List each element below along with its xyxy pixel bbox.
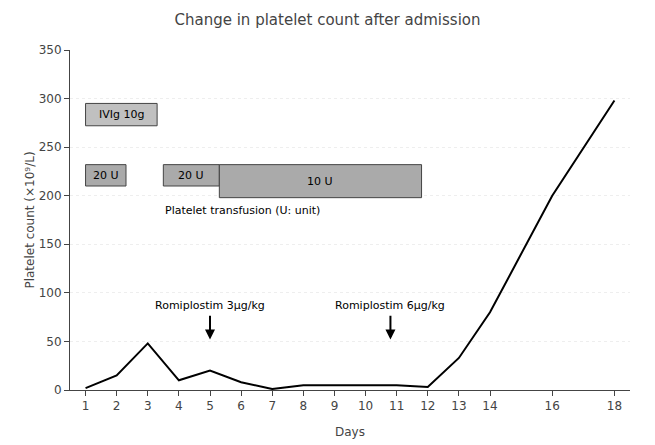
svg-text:11: 11 — [389, 399, 404, 413]
svg-text:13: 13 — [451, 399, 466, 413]
svg-text:IVIg 10g: IVIg 10g — [99, 108, 144, 121]
svg-text:50: 50 — [46, 335, 61, 349]
svg-text:12: 12 — [420, 399, 435, 413]
svg-text:10 U: 10 U — [307, 175, 333, 188]
svg-text:200: 200 — [39, 189, 62, 203]
svg-text:1: 1 — [82, 399, 90, 413]
svg-text:20 U: 20 U — [178, 169, 204, 182]
svg-text:20 U: 20 U — [93, 169, 119, 182]
svg-text:6: 6 — [237, 399, 245, 413]
svg-text:4: 4 — [175, 399, 183, 413]
svg-text:9: 9 — [331, 399, 339, 413]
svg-text:2: 2 — [113, 399, 121, 413]
svg-text:100: 100 — [39, 286, 62, 300]
svg-text:5: 5 — [206, 399, 214, 413]
svg-text:14: 14 — [482, 399, 497, 413]
svg-text:7: 7 — [268, 399, 276, 413]
svg-text:18: 18 — [607, 399, 622, 413]
svg-text:Romiplostim 3μg/kg: Romiplostim 3μg/kg — [155, 299, 265, 312]
svg-text:10: 10 — [358, 399, 373, 413]
svg-text:Romiplostim 6μg/kg: Romiplostim 6μg/kg — [335, 299, 445, 312]
svg-text:Change in platelet count after: Change in platelet count after admission — [175, 11, 481, 29]
svg-text:150: 150 — [39, 237, 62, 251]
svg-text:Platelet transfusion (U: unit): Platelet transfusion (U: unit) — [165, 204, 320, 217]
svg-text:8: 8 — [300, 399, 308, 413]
svg-text:3: 3 — [144, 399, 152, 413]
svg-text:300: 300 — [39, 92, 62, 106]
svg-text:250: 250 — [39, 140, 62, 154]
svg-text:350: 350 — [39, 43, 62, 57]
svg-text:Days: Days — [335, 425, 365, 439]
svg-text:0: 0 — [54, 383, 62, 397]
svg-text:Platelet count (×10⁹/L): Platelet count (×10⁹/L) — [23, 151, 37, 288]
svg-text:16: 16 — [545, 399, 560, 413]
